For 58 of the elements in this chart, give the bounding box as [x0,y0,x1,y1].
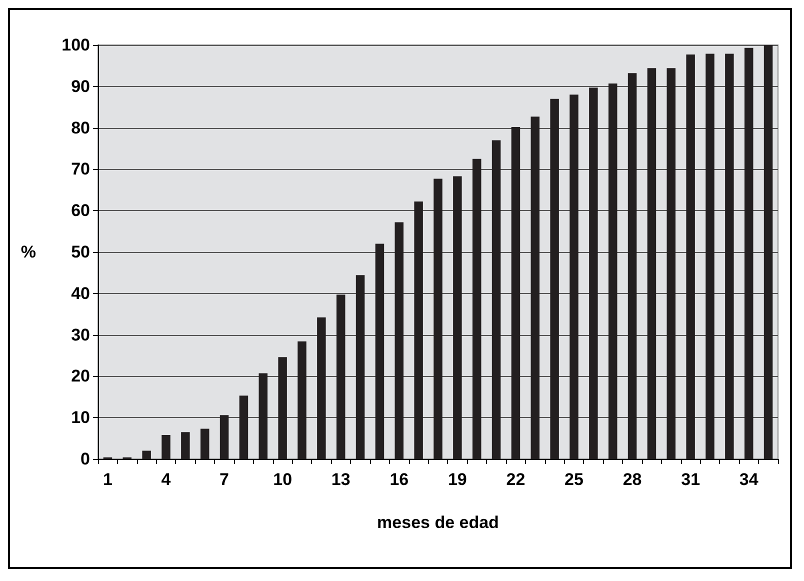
y-tick-label: 60 [71,201,90,220]
bar [220,415,229,459]
y-tick-label: 100 [62,36,90,54]
x-tick-label: 7 [220,470,230,489]
bar [530,116,540,459]
x-tick-label: 10 [273,470,292,489]
bar [589,88,598,459]
y-tick-label: 0 [80,450,90,468]
bar [628,73,637,459]
bar [706,54,714,459]
bar [298,341,306,459]
x-tick-label: 25 [564,470,584,489]
bar [764,45,773,459]
bar [394,222,404,459]
y-tick-label: 20 [71,366,90,386]
bar [200,428,210,459]
x-tick-label: 34 [739,470,759,489]
bar [647,68,656,459]
x-tick-label: 1 [102,470,112,489]
y-tick-label: 50 [71,242,90,262]
y-tick-label: 90 [71,76,90,96]
y-tick-label: 10 [71,408,90,428]
y-axis-title: % [20,242,36,262]
bar [356,275,365,459]
bar [570,94,578,459]
x-tick-label: 28 [622,470,642,489]
bar [725,54,734,459]
bar [162,434,170,459]
bar [744,48,754,459]
bar [550,98,559,459]
x-tick-label: 22 [506,470,526,489]
bar [142,450,151,459]
bar [434,178,442,459]
bar [511,126,520,459]
y-tick-label: 80 [71,118,90,138]
bar [375,244,384,459]
y-tick-label: 70 [71,160,90,179]
bar [278,357,287,459]
bar [239,396,248,459]
bar [453,176,462,459]
bar [686,54,695,459]
bar [181,432,190,459]
x-tick-label: 19 [448,470,467,489]
y-tick-label: 40 [71,284,90,303]
x-tick-label: 16 [390,470,409,489]
bar [317,317,326,459]
x-axis-title: meses de edad [377,513,499,532]
x-tick-label: 4 [161,470,172,489]
bar [492,140,501,459]
bar [608,84,618,459]
bar [336,294,346,459]
bar [414,201,423,459]
y-tick-label: 30 [71,325,90,344]
x-tick-label: 31 [681,470,700,489]
x-tick-label: 13 [331,470,350,489]
bar [666,68,676,459]
bar [258,373,268,459]
bar [472,158,482,459]
